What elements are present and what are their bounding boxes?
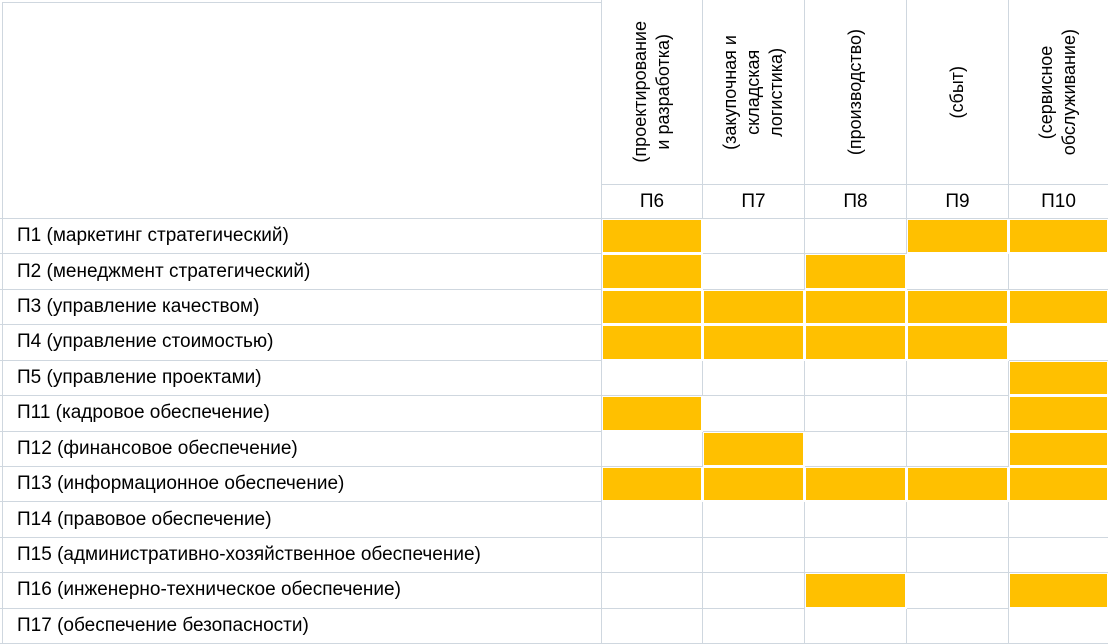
matrix-cell[interactable] [805, 219, 907, 255]
row-label[interactable]: П2 (менеджмент стратегический) [0, 254, 602, 290]
matrix-cell[interactable] [703, 360, 805, 397]
matrix-cell[interactable] [703, 466, 805, 503]
matrix-cell[interactable] [602, 360, 703, 397]
matrix-cell[interactable] [602, 466, 703, 503]
column-header-П8[interactable]: П8 [805, 185, 907, 219]
left-gridline [2, 2, 3, 644]
column-header-П9[interactable]: П9 [907, 185, 1009, 219]
matrix-cell[interactable] [907, 608, 1009, 644]
column-title-П10[interactable]: (сервисное обслуживание) [1009, 0, 1108, 185]
column-header-П7[interactable]: П7 [703, 185, 805, 219]
matrix-cell[interactable] [602, 502, 703, 538]
matrix-cell[interactable] [1009, 432, 1108, 467]
row-label[interactable]: П15 (административно-хозяйственное обесп… [0, 537, 602, 574]
matrix-cell[interactable] [907, 219, 1009, 255]
column-header-П10[interactable]: П10 [1009, 185, 1108, 219]
row-label[interactable]: П17 (обеспечение безопасности) [0, 608, 602, 644]
row-label[interactable]: П11 (кадровое обеспечение) [0, 396, 602, 432]
matrix-cell[interactable] [907, 289, 1009, 326]
column-title-text: (производство) [844, 28, 865, 156]
top-gridline [2, 2, 602, 3]
column-title-text: (закупочная и складская логистика) [719, 34, 787, 150]
matrix-cell[interactable] [805, 289, 907, 326]
matrix-cell[interactable] [602, 254, 703, 290]
row-label[interactable]: П3 (управление качеством) [0, 289, 602, 326]
matrix-cell[interactable] [602, 289, 703, 326]
row-label[interactable]: П1 (маркетинг стратегический) [0, 219, 602, 255]
matrix-cell[interactable] [602, 573, 703, 609]
matrix-cell[interactable] [602, 608, 703, 644]
column-title-П9[interactable]: (сбыт) [907, 0, 1009, 185]
column-title-text: (сбыт) [946, 65, 967, 119]
matrix-cell[interactable] [602, 396, 703, 432]
matrix-cell[interactable] [1009, 290, 1108, 326]
row-label[interactable]: П4 (управление стоимостью) [0, 325, 602, 361]
row-label[interactable]: П13 (информационное обеспечение) [0, 466, 602, 503]
matrix-cell[interactable] [1009, 254, 1108, 290]
matrix-cell[interactable] [805, 431, 907, 467]
corner-cell [0, 0, 602, 219]
matrix-cell[interactable] [703, 219, 805, 255]
column-title-text: (проектирование и разработка) [629, 21, 673, 163]
matrix-cell[interactable] [703, 608, 805, 644]
matrix-cell[interactable] [703, 573, 805, 609]
matrix-cell[interactable] [602, 431, 703, 467]
matrix-cell[interactable] [1009, 219, 1108, 255]
matrix-cell[interactable] [907, 431, 1009, 467]
matrix-cell[interactable] [602, 325, 703, 361]
matrix-cell[interactable] [602, 537, 703, 574]
row-label[interactable]: П14 (правовое обеспечение) [0, 502, 602, 538]
row-label[interactable]: П16 (инженерно-техническое обеспечение) [0, 573, 602, 609]
column-header-П6[interactable]: П6 [602, 185, 703, 219]
matrix-cell[interactable] [805, 608, 907, 644]
matrix-cell[interactable] [1009, 396, 1108, 432]
matrix-cell[interactable] [1009, 609, 1108, 644]
matrix-cell[interactable] [907, 573, 1009, 609]
matrix-cell[interactable] [805, 537, 907, 574]
matrix-cell[interactable] [1009, 502, 1108, 538]
matrix-cell[interactable] [805, 502, 907, 538]
matrix-cell[interactable] [907, 502, 1009, 538]
matrix-cell[interactable] [805, 254, 907, 290]
matrix-cell[interactable] [907, 360, 1009, 397]
matrix-cell[interactable] [805, 573, 907, 609]
matrix-cell[interactable] [1009, 573, 1108, 609]
matrix-cell[interactable] [602, 219, 703, 255]
row-label[interactable]: П5 (управление проектами) [0, 360, 602, 397]
matrix-cell[interactable] [1009, 538, 1108, 574]
matrix-cell[interactable] [805, 360, 907, 397]
matrix-cell[interactable] [703, 254, 805, 290]
matrix-cell[interactable] [703, 325, 805, 361]
column-title-text: (сервисное обслуживание) [1036, 28, 1080, 156]
matrix-cell[interactable] [805, 325, 907, 361]
row-label[interactable]: П12 (финансовое обеспечение) [0, 431, 602, 467]
matrix-cell[interactable] [907, 466, 1009, 503]
matrix-cell[interactable] [703, 396, 805, 432]
column-title-П7[interactable]: (закупочная и складская логистика) [703, 0, 805, 185]
matrix-cell[interactable] [1009, 325, 1108, 361]
matrix-cell[interactable] [1009, 467, 1108, 503]
matrix-cell[interactable] [907, 325, 1009, 361]
matrix-cell[interactable] [907, 254, 1009, 290]
column-title-П8[interactable]: (производство) [805, 0, 907, 185]
matrix-cell[interactable] [805, 466, 907, 503]
column-title-П6[interactable]: (проектирование и разработка) [602, 0, 703, 185]
matrix-cell[interactable] [703, 289, 805, 326]
matrix-cell[interactable] [703, 502, 805, 538]
matrix-cell[interactable] [907, 396, 1009, 432]
matrix-cell[interactable] [907, 537, 1009, 574]
matrix-cell[interactable] [703, 537, 805, 574]
matrix-cell[interactable] [805, 396, 907, 432]
matrix-cell[interactable] [1009, 361, 1108, 397]
matrix-cell[interactable] [703, 431, 805, 467]
